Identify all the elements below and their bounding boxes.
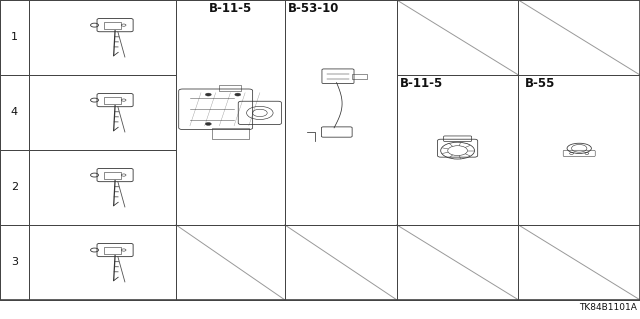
Bar xyxy=(518,225,640,300)
Bar xyxy=(176,0,285,225)
Text: B-11-5: B-11-5 xyxy=(209,2,252,15)
Bar xyxy=(397,225,518,300)
Bar xyxy=(397,0,518,75)
Text: 3: 3 xyxy=(11,257,18,267)
Text: B-11-5: B-11-5 xyxy=(400,77,444,90)
Text: 4: 4 xyxy=(11,108,18,117)
Bar xyxy=(104,97,121,104)
Bar xyxy=(104,22,121,29)
Text: TK84B1101A: TK84B1101A xyxy=(579,303,637,312)
Bar xyxy=(29,150,176,225)
Bar xyxy=(285,0,397,225)
Bar xyxy=(0,75,29,150)
Bar xyxy=(104,172,121,179)
Bar xyxy=(29,225,176,300)
Text: 2: 2 xyxy=(11,182,18,192)
Bar xyxy=(29,0,176,75)
Bar xyxy=(0,225,29,300)
Bar xyxy=(518,75,640,225)
Bar xyxy=(104,247,121,254)
Bar xyxy=(0,0,29,75)
Bar xyxy=(176,225,285,300)
Text: B-55: B-55 xyxy=(525,77,555,90)
Bar xyxy=(212,128,249,138)
Bar xyxy=(352,74,367,79)
Bar xyxy=(285,225,397,300)
Circle shape xyxy=(205,93,211,96)
Bar xyxy=(397,75,518,225)
Circle shape xyxy=(205,122,211,125)
Bar xyxy=(220,85,241,91)
Text: 1: 1 xyxy=(11,33,18,42)
Bar xyxy=(518,0,640,75)
Circle shape xyxy=(235,93,241,96)
Bar xyxy=(29,75,176,150)
Text: B-53-10: B-53-10 xyxy=(288,2,339,15)
Bar xyxy=(0,150,29,225)
